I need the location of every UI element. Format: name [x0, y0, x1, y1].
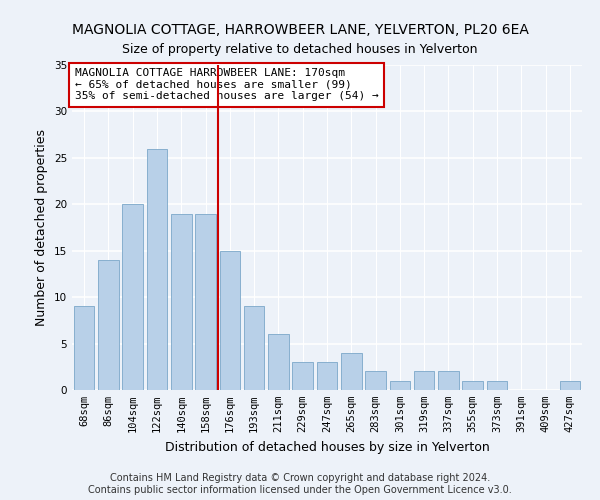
Text: MAGNOLIA COTTAGE, HARROWBEER LANE, YELVERTON, PL20 6EA: MAGNOLIA COTTAGE, HARROWBEER LANE, YELVE… — [71, 22, 529, 36]
Bar — [244, 306, 265, 390]
Y-axis label: Number of detached properties: Number of detached properties — [35, 129, 49, 326]
X-axis label: Distribution of detached houses by size in Yelverton: Distribution of detached houses by size … — [164, 440, 490, 454]
Text: MAGNOLIA COTTAGE HARROWBEER LANE: 170sqm
← 65% of detached houses are smaller (9: MAGNOLIA COTTAGE HARROWBEER LANE: 170sqm… — [74, 68, 379, 102]
Bar — [146, 148, 167, 390]
Bar — [268, 334, 289, 390]
Bar — [122, 204, 143, 390]
Bar — [487, 380, 508, 390]
Bar — [560, 380, 580, 390]
Text: Contains HM Land Registry data © Crown copyright and database right 2024.
Contai: Contains HM Land Registry data © Crown c… — [88, 474, 512, 495]
Bar — [438, 372, 459, 390]
Bar — [463, 380, 483, 390]
Bar — [414, 372, 434, 390]
Bar — [341, 353, 362, 390]
Bar — [195, 214, 216, 390]
Bar — [317, 362, 337, 390]
Bar — [74, 306, 94, 390]
Bar — [292, 362, 313, 390]
Bar — [389, 380, 410, 390]
Bar — [98, 260, 119, 390]
Bar — [365, 372, 386, 390]
Bar — [220, 250, 240, 390]
Text: Size of property relative to detached houses in Yelverton: Size of property relative to detached ho… — [122, 42, 478, 56]
Bar — [171, 214, 191, 390]
